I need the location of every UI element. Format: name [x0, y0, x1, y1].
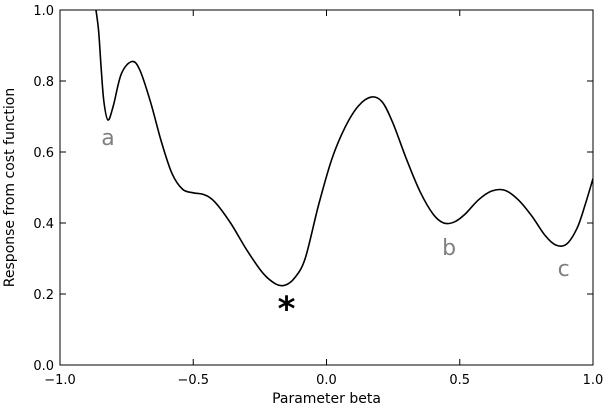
y-tick-label: 0.2	[33, 288, 54, 303]
tick-layer	[59, 9, 594, 366]
series-line-0	[95, 10, 593, 287]
y-tick-label: 0.8	[33, 75, 54, 90]
x-tick-label: −0.5	[177, 373, 209, 388]
y-tick-label: 0.0	[33, 359, 54, 374]
x-axis-label: Parameter beta	[272, 391, 381, 407]
x-tick-label: 0.0	[316, 373, 337, 388]
x-tick-label: −1.0	[44, 373, 76, 388]
minimum-marker: *	[278, 290, 296, 330]
x-tick-label: 0.5	[449, 373, 470, 388]
label-layer: −1.0 −0.5 0.0 0.5 1.0 0.0 0.2 0.4 0.6 0.8 1.0 Param…	[2, 4, 603, 407]
plot-frame	[59, 9, 594, 366]
y-tick-label: 0.6	[33, 146, 54, 161]
y-tick-label: 0.4	[33, 217, 54, 232]
annotation-a: a	[101, 126, 114, 151]
y-axis-label: Response from cost function	[2, 88, 18, 287]
plot-area	[59, 9, 594, 366]
annotation-c: c	[558, 257, 570, 282]
annotation-b: b	[442, 236, 456, 261]
y-tick-label: 1.0	[33, 4, 54, 19]
x-tick-label: 1.0	[583, 373, 604, 388]
